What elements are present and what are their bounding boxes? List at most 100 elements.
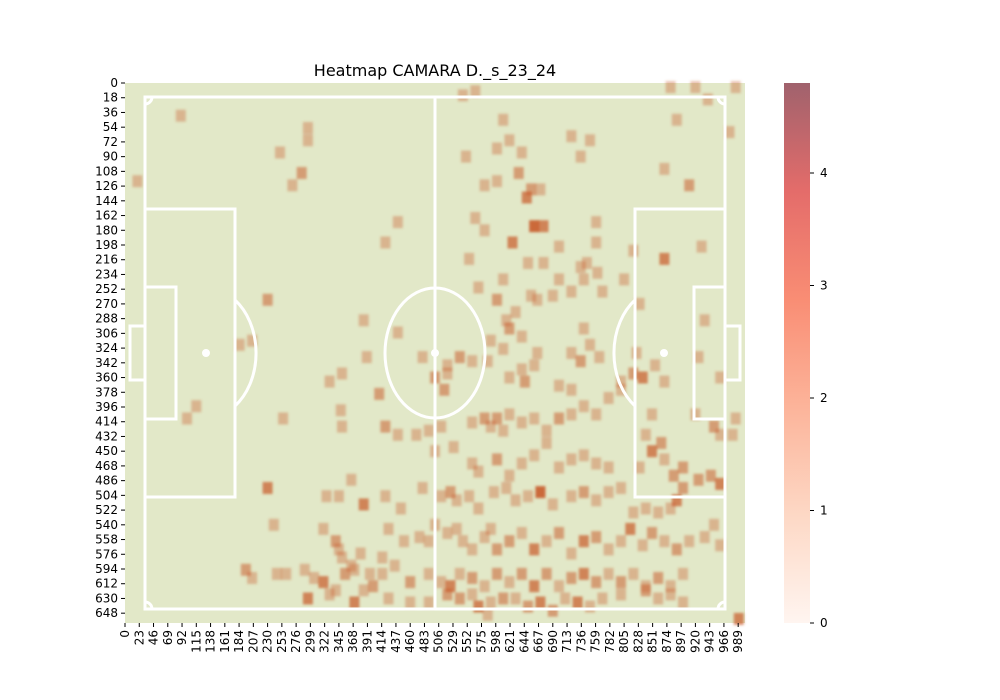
heat-cell (464, 252, 475, 265)
colorbar-tick-label: 3 (820, 279, 828, 293)
heat-cell (625, 522, 636, 535)
heat-cell (591, 408, 602, 421)
heat-cell (442, 367, 453, 380)
y-tick-label: 522 (95, 503, 118, 517)
heat-cell (733, 612, 744, 625)
heat-cell (451, 522, 462, 535)
heat-cell (175, 109, 186, 122)
heat-cell (473, 465, 484, 478)
x-tick-label: 345 (332, 630, 346, 653)
heat-cell (702, 93, 713, 106)
heat-cell (423, 424, 434, 437)
heat-cell (330, 535, 341, 548)
heat-cell (346, 473, 357, 486)
center-spot (431, 349, 439, 357)
y-tick-label: 198 (95, 238, 118, 252)
heat-cell (358, 314, 369, 327)
heat-cell (653, 592, 664, 605)
heat-cell (715, 428, 726, 441)
right-goal (723, 324, 742, 382)
y-tick-label: 324 (95, 341, 118, 355)
heat-cell (479, 179, 490, 192)
heat-cell (340, 567, 351, 580)
heat-cell (566, 572, 577, 584)
x-tick-label: 437 (389, 630, 403, 653)
x-tick-label: 92 (175, 630, 189, 645)
heat-cell (699, 531, 710, 544)
heat-cell (498, 424, 509, 437)
heat-cell (616, 482, 626, 494)
heat-cell (467, 457, 478, 470)
heat-cell (554, 461, 564, 474)
heat-cell (436, 576, 447, 589)
heat-cell (485, 420, 496, 433)
heat-cell (634, 297, 645, 310)
heat-cell (616, 375, 626, 388)
heat-cell (724, 126, 735, 139)
heat-cell (240, 563, 251, 576)
x-tick-label: 736 (574, 630, 588, 653)
y-tick-label: 288 (95, 312, 118, 326)
heat-cell (678, 567, 688, 580)
heat-cell (417, 351, 428, 364)
heat-cell (650, 359, 661, 372)
heat-cell (535, 486, 546, 499)
y-tick-label: 72 (103, 135, 118, 149)
heat-cell (271, 567, 282, 580)
heat-cell (554, 240, 564, 253)
colorbar (784, 83, 810, 623)
heat-cell (436, 490, 447, 503)
heat-cell (510, 306, 521, 319)
heat-cell (479, 580, 490, 593)
heat-cell (302, 122, 313, 134)
heat-cell (405, 576, 416, 589)
heat-cell (585, 600, 595, 613)
heat-cell (516, 567, 527, 580)
heat-cell (575, 355, 586, 368)
y-tick-label: 558 (95, 533, 118, 547)
heat-cell (374, 387, 385, 400)
heat-cell (535, 596, 546, 609)
x-tick-label: 713 (560, 630, 574, 653)
heat-cell (324, 588, 335, 601)
heat-cell (234, 338, 245, 351)
heat-cell (578, 322, 589, 335)
heat-cells (132, 81, 744, 625)
heat-cell (355, 547, 366, 560)
heat-cell (532, 347, 543, 359)
colorbar-tick-label: 0 (820, 616, 828, 630)
right-penalty-spot (660, 349, 668, 357)
heat-cell (337, 551, 347, 564)
x-tick-label: 782 (603, 630, 617, 653)
heat-cell (678, 596, 688, 609)
heat-cell (392, 216, 403, 229)
x-tick-label: 322 (318, 630, 332, 653)
heat-cell (281, 567, 292, 580)
heat-cell (423, 567, 434, 580)
heat-cell (377, 551, 388, 564)
heat-cell (656, 437, 667, 449)
x-tick-label: 920 (688, 630, 702, 653)
heat-cell (364, 567, 375, 580)
heat-cell (358, 498, 369, 511)
heat-cell (699, 314, 710, 327)
heat-cell (705, 469, 716, 482)
heat-cell (523, 600, 533, 613)
heat-cell (333, 543, 344, 556)
y-tick-label: 486 (95, 474, 118, 488)
heat-cell (678, 482, 688, 494)
heat-cell (591, 236, 602, 249)
heat-cell (541, 567, 552, 580)
x-tick-label: 460 (403, 630, 417, 653)
heat-cell (616, 535, 626, 548)
heat-cell (526, 289, 537, 302)
heat-cell (671, 113, 682, 126)
y-tick-label: 450 (95, 444, 118, 458)
heat-cell (578, 449, 589, 462)
heat-cell (603, 567, 614, 580)
heat-cell (377, 567, 388, 580)
heat-cell (628, 367, 639, 380)
heat-cell (653, 572, 664, 584)
heat-cell (470, 85, 481, 98)
heat-cell (368, 580, 378, 593)
